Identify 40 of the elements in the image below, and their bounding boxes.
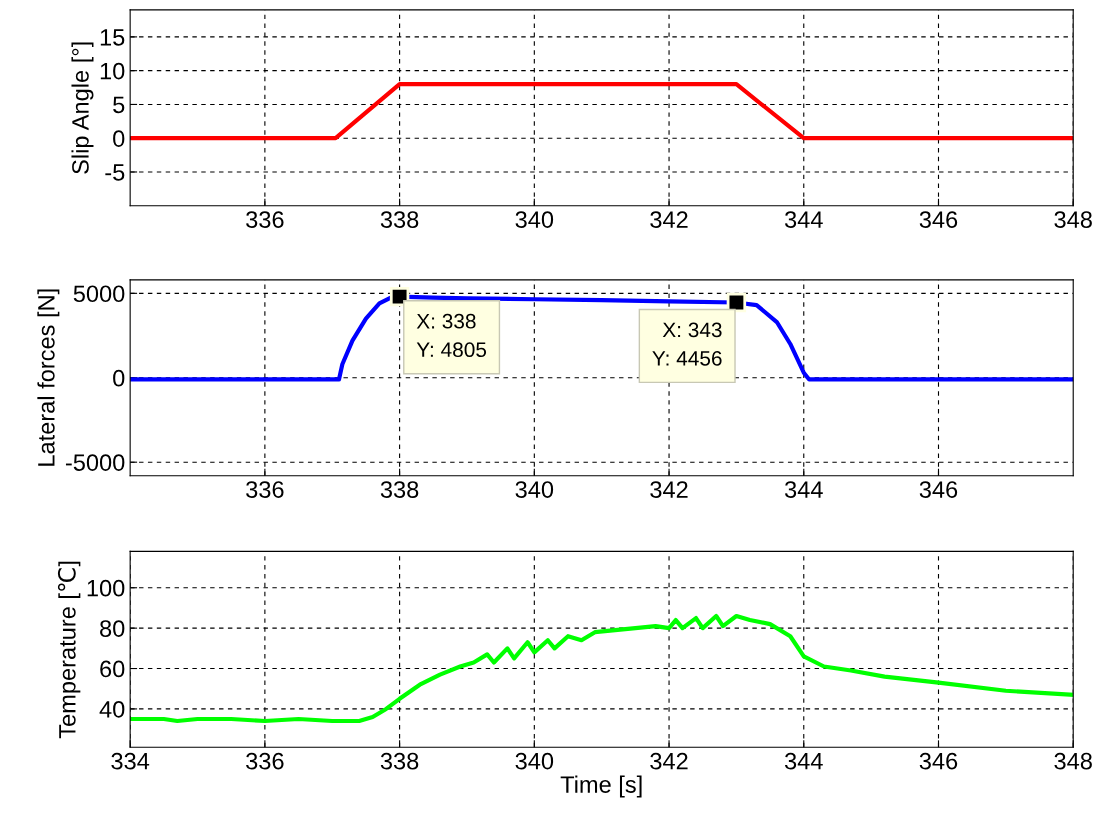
y-tick-label: -5	[105, 164, 125, 181]
y-tick-label: -5000	[65, 454, 125, 471]
y-tick-label: 15	[100, 29, 125, 46]
y-tick-label: 0	[113, 130, 125, 147]
x-tick-label: 338	[380, 481, 419, 498]
x-tick-label: 342	[650, 481, 688, 498]
y-tick-label: 100	[87, 579, 125, 597]
x-tick-label: 348	[1054, 211, 1092, 228]
x-tick-label: 342	[650, 211, 688, 228]
line-series	[130, 613, 1074, 724]
x-tick-label: 340	[515, 752, 554, 770]
y-tick-label: 5	[113, 96, 125, 114]
y-tick-label: 80	[100, 620, 125, 637]
x-tick-label: 338	[380, 211, 419, 228]
x-tick-label: 334	[111, 752, 150, 770]
y-axis-title: Lateral forces [N]	[37, 289, 60, 466]
x-tick-label: 346	[919, 211, 958, 228]
x-tick-label: 344	[784, 752, 823, 770]
x-tick-label: 336	[246, 752, 284, 770]
x-tick-label: 336	[246, 481, 284, 498]
x-tick-label: 342	[650, 752, 688, 770]
y-tick-label: 5000	[73, 285, 125, 303]
annotation: X: 343 Y: 4456	[652, 322, 722, 366]
x-tick-label: 344	[784, 481, 823, 498]
y-tick-label: 0	[113, 369, 125, 387]
y-axis-title: Slip Angle [°]	[71, 42, 94, 174]
x-tick-label: 346	[919, 481, 958, 498]
x-axis-title: Time [s]	[560, 775, 642, 798]
annotation: X: 338 Y: 4805	[416, 313, 487, 358]
x-tick-label: 336	[246, 211, 284, 228]
x-tick-label: 346	[919, 752, 958, 770]
x-tick-label: 338	[380, 752, 419, 770]
y-tick-label: 40	[99, 700, 125, 718]
y-tick-label: 60	[100, 660, 125, 678]
y-tick-label: 10	[100, 62, 125, 80]
x-tick-label: 348	[1054, 752, 1092, 770]
x-tick-label: 344	[784, 211, 823, 228]
x-tick-label: 340	[515, 211, 554, 228]
y-axis-title: Temperature [℃]	[57, 561, 81, 739]
x-tick-label: 340	[515, 481, 554, 498]
